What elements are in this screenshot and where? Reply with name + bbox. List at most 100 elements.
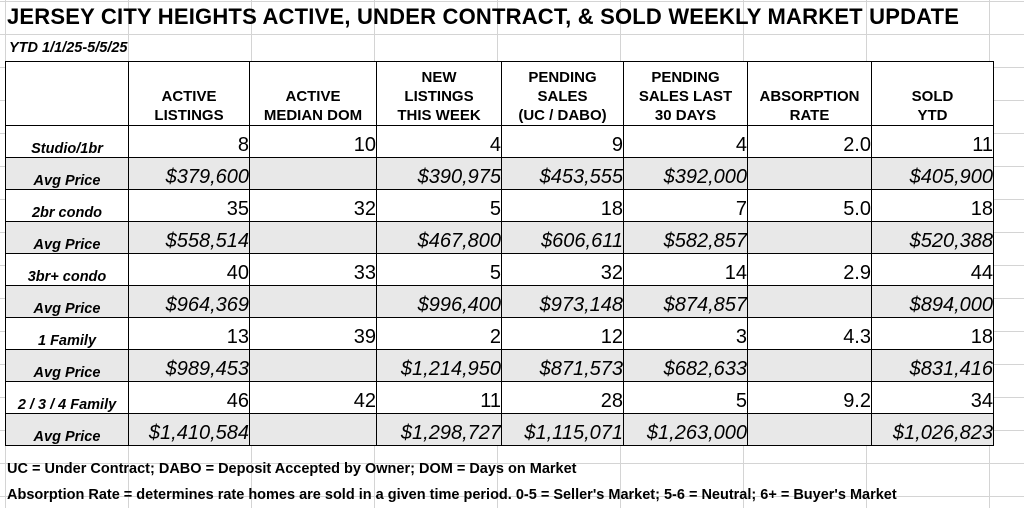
avg-price-cell: $558,514	[128, 221, 250, 254]
count-cell: 46	[128, 381, 250, 414]
count-cell: 34	[871, 381, 994, 414]
column-header-line: ACTIVE	[285, 88, 341, 105]
row-label: 1 Family	[5, 317, 129, 350]
avg-price-cell: $1,410,584	[128, 413, 250, 446]
count-cell: 11	[376, 381, 502, 414]
avg-price-cell	[747, 157, 872, 190]
unit-count-row: 2 / 3 / 4 Family 46 42 11 28 5 9.2 34	[5, 381, 994, 414]
count-cell: 18	[501, 189, 624, 222]
avg-price-cell	[249, 221, 377, 254]
avg-price-cell: $996,400	[376, 285, 502, 318]
avg-price-row: Avg Price $964,369 $996,400 $973,148 $874,85…	[5, 285, 994, 318]
count-cell: 4.3	[747, 317, 872, 350]
avg-price-cell: $392,000	[623, 157, 748, 190]
avg-price-cell	[747, 413, 872, 446]
count-cell: 3	[623, 317, 748, 350]
avg-price-cell	[249, 157, 377, 190]
column-header: ABSORPTION RATE	[747, 61, 872, 126]
column-header-line: SALES	[537, 88, 588, 105]
count-cell: 4	[376, 125, 502, 158]
date-range-subtitle: YTD 1/1/25-5/5/25	[9, 40, 128, 56]
count-cell: 40	[128, 253, 250, 286]
count-cell: 14	[623, 253, 748, 286]
avg-price-cell: $520,388	[871, 221, 994, 254]
avg-price-cell: $467,800	[376, 221, 502, 254]
avg-price-cell: $405,900	[871, 157, 994, 190]
avg-price-cell: $682,633	[623, 349, 748, 382]
count-cell: 5	[376, 253, 502, 286]
avg-price-row: Avg Price $379,600 $390,975 $453,555 $392,00…	[5, 157, 994, 190]
avg-price-cell: $453,555	[501, 157, 624, 190]
unit-count-row: 3br+ condo 40 33 5 32 14 2.9 44	[5, 253, 994, 286]
avg-price-row: Avg Price $989,453 $1,214,950 $871,573 $682,…	[5, 349, 994, 382]
avg-price-cell: $1,214,950	[376, 349, 502, 382]
footnote-abbreviations: UC = Under Contract; DABO = Deposit Acce…	[7, 461, 577, 477]
column-header-line: THIS WEEK	[397, 107, 481, 124]
avg-price-row: Avg Price $1,410,584 $1,298,727 $1,115,071 $…	[5, 413, 994, 446]
column-header-line: (UC / DABO)	[518, 107, 607, 124]
count-cell: 32	[249, 189, 377, 222]
row-label: Avg Price	[5, 349, 129, 382]
page-title: JERSEY CITY HEIGHTS ACTIVE, UNDER CONTRA…	[7, 4, 960, 29]
column-header-line: PENDING	[651, 69, 720, 86]
column-header: PENDING SALES LAST 30 DAYS	[623, 61, 748, 126]
avg-price-cell: $989,453	[128, 349, 250, 382]
avg-price-cell: $379,600	[128, 157, 250, 190]
avg-price-cell: $1,298,727	[376, 413, 502, 446]
row-label: 3br+ condo	[5, 253, 129, 286]
avg-price-cell: $874,857	[623, 285, 748, 318]
avg-price-cell: $1,026,823	[871, 413, 994, 446]
market-update-table: ACTIVE LISTINGS ACTIVE MEDIAN DOM NEW LISTI…	[5, 61, 994, 446]
column-header-line: MEDIAN DOM	[263, 107, 363, 124]
count-cell: 44	[871, 253, 994, 286]
column-header-line: RATE	[789, 107, 830, 124]
unit-count-row: 2br condo 35 32 5 18 7 5.0 18	[5, 189, 994, 222]
avg-price-cell	[249, 349, 377, 382]
avg-price-row: Avg Price $558,514 $467,800 $606,611 $582,85…	[5, 221, 994, 254]
column-header-line: ACTIVE	[161, 88, 217, 105]
column-header-line: 30 DAYS	[654, 107, 717, 124]
count-cell: 18	[871, 317, 994, 350]
column-header-line: SALES LAST	[638, 88, 733, 105]
avg-price-cell	[249, 413, 377, 446]
column-header-line: LISTINGS	[404, 88, 474, 105]
avg-price-cell: $390,975	[376, 157, 502, 190]
count-cell: 32	[501, 253, 624, 286]
row-label: Avg Price	[5, 413, 129, 446]
unit-count-row: Studio/1br 8 10 4 9 4 2.0 11	[5, 125, 994, 158]
row-label: Studio/1br	[5, 125, 129, 158]
column-header-line: LISTINGS	[154, 107, 224, 124]
count-cell: 2	[376, 317, 502, 350]
count-cell: 35	[128, 189, 250, 222]
avg-price-cell	[747, 285, 872, 318]
count-cell: 11	[871, 125, 994, 158]
count-cell: 5	[623, 381, 748, 414]
row-label: Avg Price	[5, 157, 129, 190]
count-cell: 9	[501, 125, 624, 158]
unit-count-row: 1 Family 13 39 2 12 3 4.3 18	[5, 317, 994, 350]
column-header-line: SOLD	[911, 88, 954, 105]
footnote-absorption-rate: Absorption Rate = determines rate homes …	[7, 487, 897, 503]
count-cell: 4	[623, 125, 748, 158]
count-cell: 2.0	[747, 125, 872, 158]
count-cell: 5	[376, 189, 502, 222]
column-header-line: YTD	[917, 107, 948, 124]
column-header: NEW LISTINGS THIS WEEK	[376, 61, 502, 126]
count-cell: 8	[128, 125, 250, 158]
row-label: Avg Price	[5, 285, 129, 318]
avg-price-cell: $973,148	[501, 285, 624, 318]
count-cell: 28	[501, 381, 624, 414]
table-body: Studio/1br 8 10 4 9 4 2.0 11 Avg Price $379,600 $3…	[5, 125, 994, 446]
avg-price-cell: $894,000	[871, 285, 994, 318]
count-cell: 5.0	[747, 189, 872, 222]
avg-price-cell: $582,857	[623, 221, 748, 254]
column-header-line: ABSORPTION	[759, 88, 860, 105]
count-cell: 42	[249, 381, 377, 414]
count-cell: 7	[623, 189, 748, 222]
row-label: 2br condo	[5, 189, 129, 222]
count-cell: 13	[128, 317, 250, 350]
avg-price-cell: $1,115,071	[501, 413, 624, 446]
avg-price-cell	[747, 221, 872, 254]
count-cell: 18	[871, 189, 994, 222]
column-header: PENDING SALES (UC / DABO)	[501, 61, 624, 126]
